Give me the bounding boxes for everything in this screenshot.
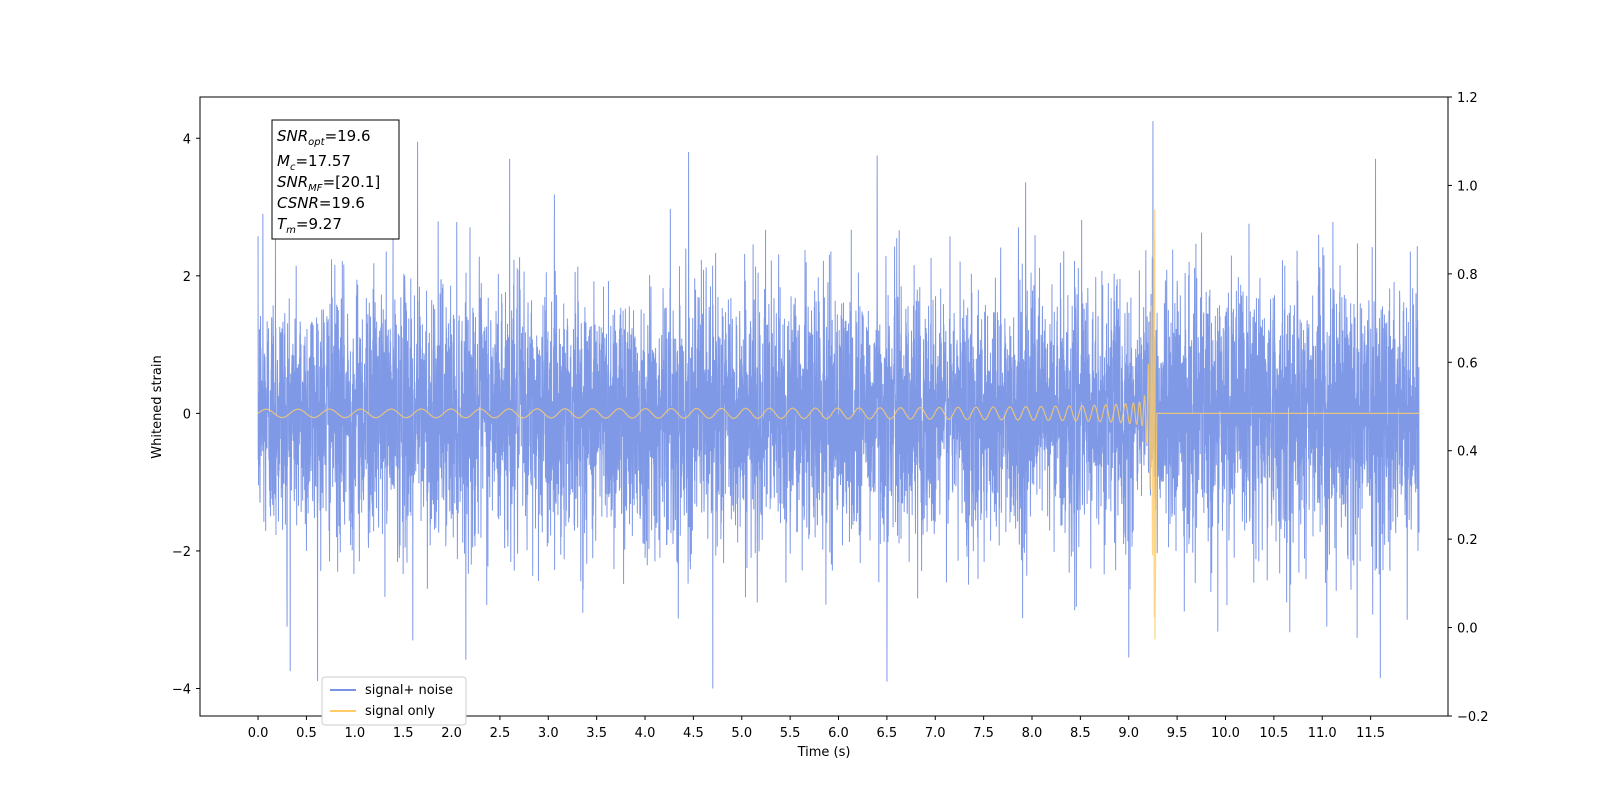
y-axis-label: Whitened strain — [150, 355, 165, 458]
x-axis: 0.0 0.5 1.0 1.5 2.0 2.5 3.0 3.5 4.0 4.5 5.0 5.5 6.0 6… — [248, 716, 1385, 741]
x-tick-label-22: 11.0 — [1308, 726, 1337, 741]
signal-series-layer — [257, 209, 1419, 640]
x-tick-label-13: 6.5 — [877, 726, 898, 741]
x-tick-label-9: 4.5 — [683, 726, 704, 741]
signal-series-line — [257, 209, 1419, 640]
x-tick-label-14: 7.0 — [925, 726, 946, 741]
legend-label-signal: signal only — [365, 704, 435, 719]
y2-tick-label-1: 0.0 — [1457, 622, 1478, 637]
x-tick-label-0: 0.0 — [248, 726, 269, 741]
legend-label-noise: signal+ noise — [365, 683, 453, 698]
x-axis-label: Time (s) — [797, 745, 851, 760]
x-tick-label-21: 10.5 — [1259, 726, 1288, 741]
x-tick-label-10: 5.0 — [731, 726, 752, 741]
x-tick-label-15: 7.5 — [973, 726, 994, 741]
x-tick-label-19: 9.5 — [1167, 726, 1188, 741]
annotation-line-4: Tm=9.27 — [277, 215, 342, 236]
y2-tick-label-3: 0.4 — [1457, 445, 1478, 460]
y-axis-left: −4 −2 0 2 4 — [172, 132, 200, 697]
x-tick-label-6: 3.0 — [538, 726, 559, 741]
y2-tick-label-4: 0.6 — [1457, 356, 1478, 371]
plot-frame — [199, 96, 1449, 717]
x-tick-label-12: 6.0 — [828, 726, 849, 741]
annotation-line-2: SNRMF=[20.1] — [277, 173, 380, 194]
x-tick-label-16: 8.0 — [1022, 726, 1043, 741]
y2-tick-label-5: 0.8 — [1457, 268, 1478, 283]
y-tick-label-3: 2 — [183, 270, 191, 285]
annotation-box: SNRopt=19.6 Mc=17.57SNRMF=[20.1]CSNR=19.6… — [271, 119, 400, 240]
annotation-line-0: SNRopt=19.6 — [277, 127, 371, 148]
y-axis-right: −0.2 0.0 0.2 0.4 0.6 0.8 1.0 1.2 — [1448, 91, 1489, 725]
x-tick-label-11: 5.5 — [780, 726, 801, 741]
y2-tick-label-0: −0.2 — [1457, 710, 1489, 725]
x-tick-label-5: 2.5 — [490, 726, 511, 741]
legend: signal+ noise signal only — [321, 676, 467, 726]
y-tick-label-4: 4 — [183, 132, 191, 147]
noise-series-layer — [257, 121, 1420, 689]
noise-series-line — [257, 121, 1420, 689]
annotation-line-3: CSNR=19.6 — [277, 194, 365, 212]
x-tick-label-4: 2.0 — [441, 726, 462, 741]
y-tick-label-1: −2 — [172, 545, 191, 560]
x-tick-label-1: 0.5 — [296, 726, 317, 741]
y2-tick-label-6: 1.0 — [1457, 179, 1478, 194]
annotation-line-1: Mc=17.57 — [277, 152, 351, 173]
x-tick-label-20: 10.0 — [1211, 726, 1240, 741]
x-tick-label-8: 4.0 — [635, 726, 656, 741]
x-tick-label-2: 1.0 — [344, 726, 365, 741]
x-tick-label-17: 8.5 — [1070, 726, 1091, 741]
y2-tick-label-2: 0.2 — [1457, 533, 1478, 548]
x-tick-label-23: 11.5 — [1356, 726, 1385, 741]
y2-tick-label-7: 1.2 — [1457, 91, 1478, 106]
x-tick-label-3: 1.5 — [393, 726, 414, 741]
y-tick-label-0: −4 — [172, 682, 191, 697]
x-tick-label-18: 9.0 — [1118, 726, 1139, 741]
x-tick-label-7: 3.5 — [586, 726, 607, 741]
y-tick-label-2: 0 — [183, 407, 191, 422]
